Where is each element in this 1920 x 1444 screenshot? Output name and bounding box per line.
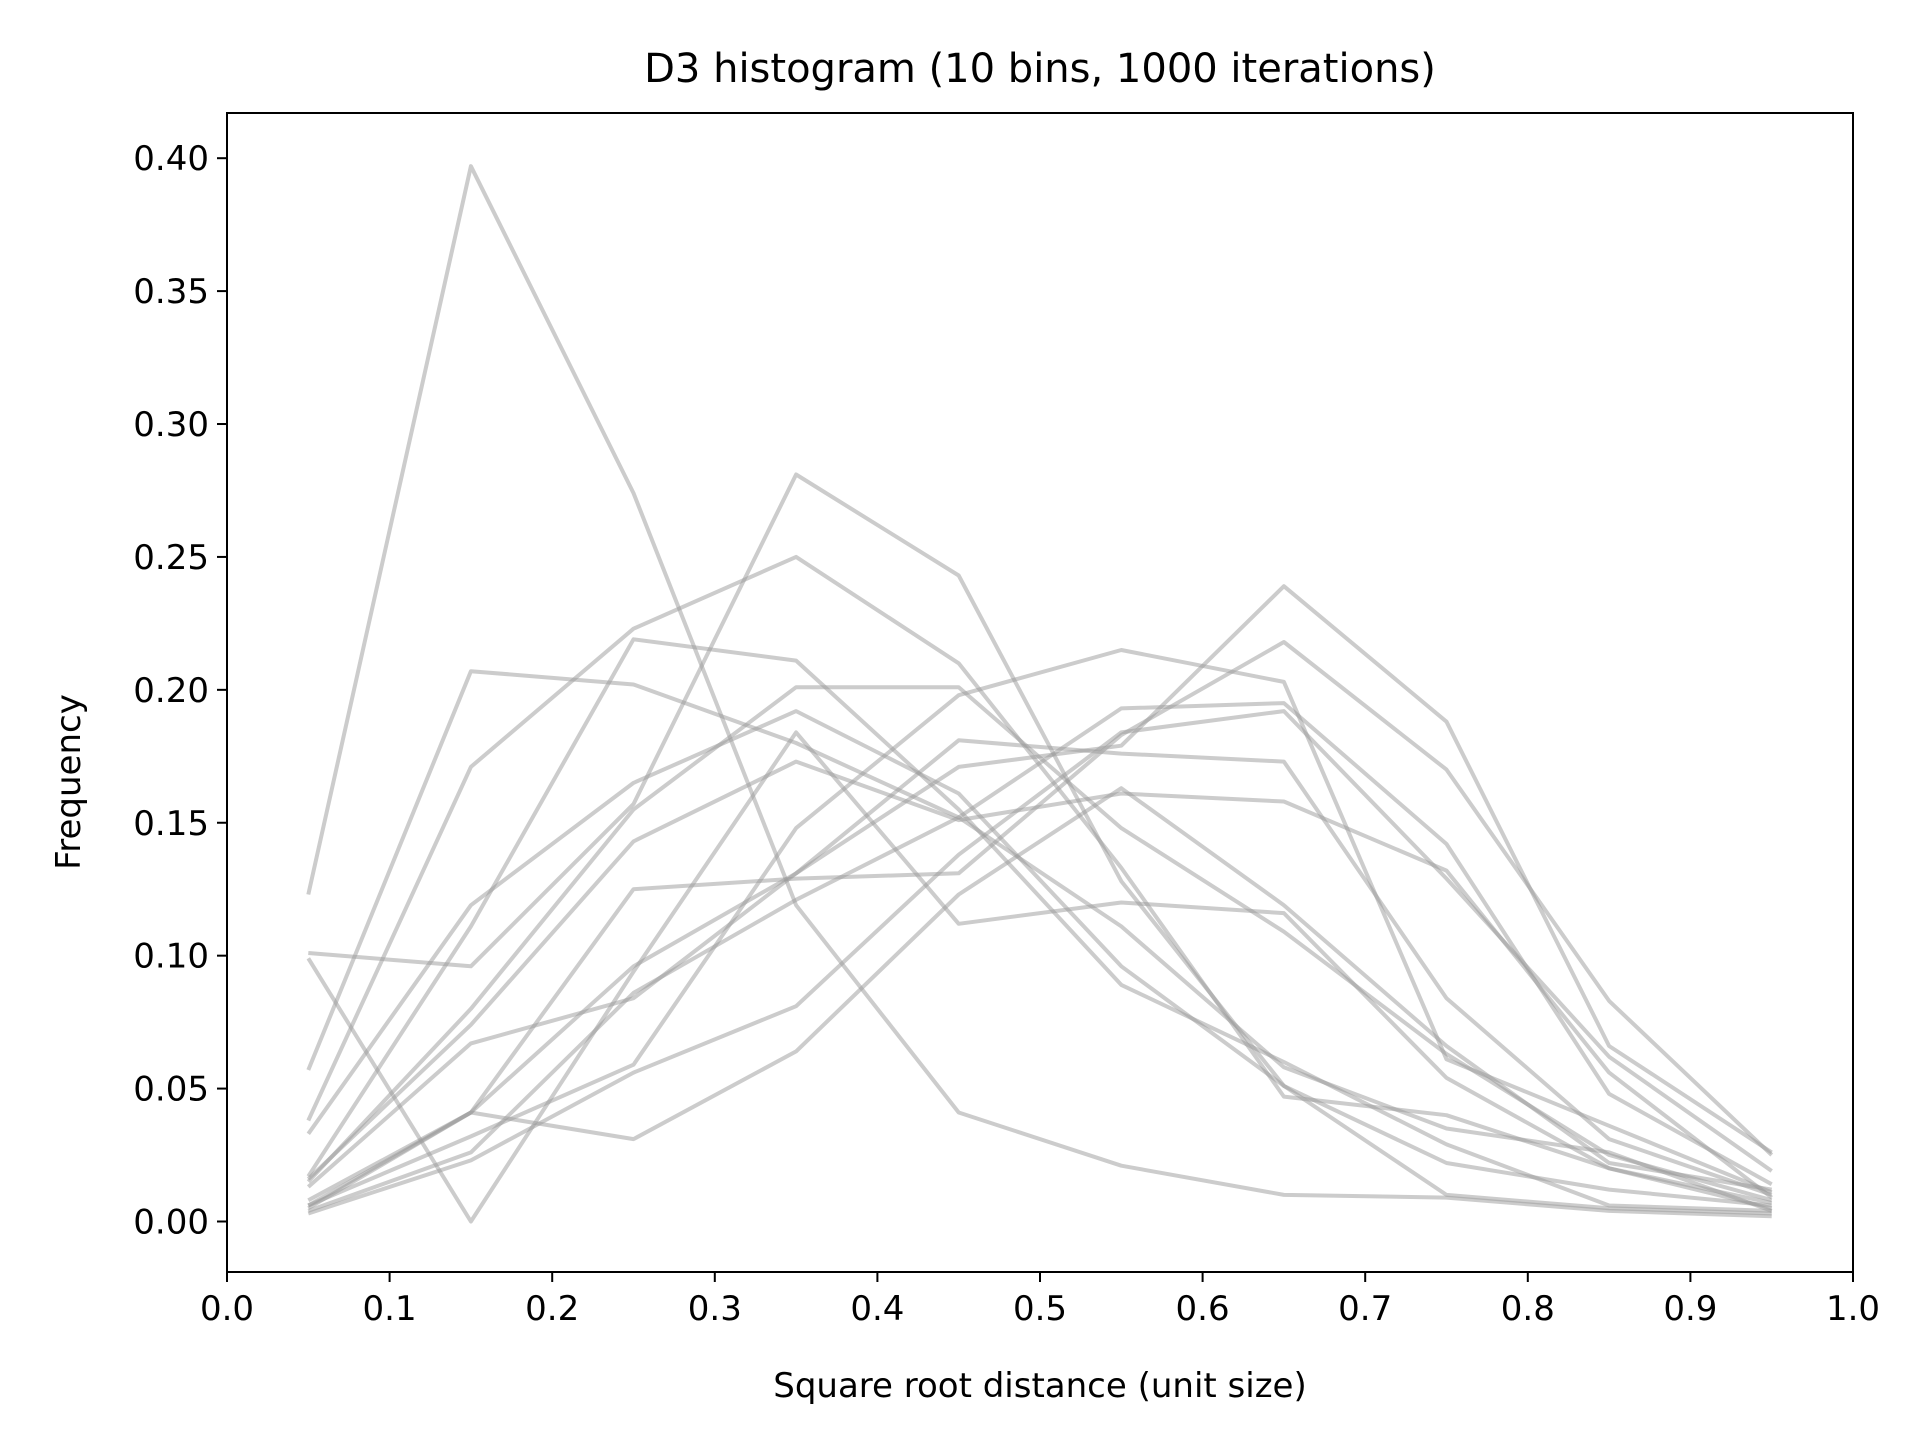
- y-axis: 0.00 0.05 0.10 0.15 0.20 0.25 0.30 0.35 0.40: [133, 139, 227, 1242]
- y-tick-label: 0.20: [133, 671, 209, 711]
- x-tick-label: 1.0: [1826, 1289, 1880, 1329]
- y-tick-label: 0.10: [133, 937, 209, 977]
- x-tick-label: 0.9: [1663, 1289, 1717, 1329]
- series-layer: [306, 164, 1774, 1224]
- plot-frame: [226, 112, 1854, 1273]
- series-line-6: [306, 730, 1773, 1224]
- y-tick-label: 0.05: [133, 1070, 209, 1110]
- x-axis: 0.0 0.1 0.2 0.3 0.4 0.5 0.6 0.7 0.8 0.9 1.0: [200, 1272, 1880, 1329]
- x-tick-label: 0.6: [1176, 1289, 1230, 1329]
- y-axis-label: Frequency: [49, 694, 89, 870]
- y-tick-label: 0.30: [133, 405, 209, 445]
- series-line-11: [307, 640, 1774, 1202]
- series-line-1: [306, 164, 1772, 1219]
- y-tick-label: 0.40: [133, 139, 209, 179]
- x-tick-label: 0.0: [200, 1289, 254, 1329]
- series-line-2: [308, 472, 1772, 1216]
- x-tick-label: 0.2: [525, 1289, 579, 1329]
- series-line-13: [307, 738, 1773, 1210]
- x-axis-label: Square root distance (unit size): [773, 1366, 1307, 1406]
- x-tick-label: 0.8: [1501, 1289, 1555, 1329]
- series-line-15: [307, 709, 1773, 1216]
- series-line-7: [306, 637, 1772, 1213]
- x-tick-label: 0.4: [850, 1289, 904, 1329]
- x-tick-label: 0.5: [1013, 1289, 1067, 1329]
- series-line-12: [307, 648, 1773, 1208]
- chart-title: D3 histogram (10 bins, 1000 iterations): [644, 46, 1436, 92]
- x-tick-label: 0.7: [1338, 1289, 1392, 1329]
- y-tick-label: 0.25: [133, 538, 209, 578]
- y-tick-label: 0.35: [133, 272, 209, 312]
- series-line-16: [307, 786, 1773, 1208]
- series-line-4: [306, 554, 1773, 1211]
- x-tick-label: 0.1: [363, 1289, 417, 1329]
- y-tick-label: 0.00: [133, 1202, 209, 1242]
- x-tick-label: 0.3: [688, 1289, 742, 1329]
- y-tick-label: 0.15: [133, 804, 209, 844]
